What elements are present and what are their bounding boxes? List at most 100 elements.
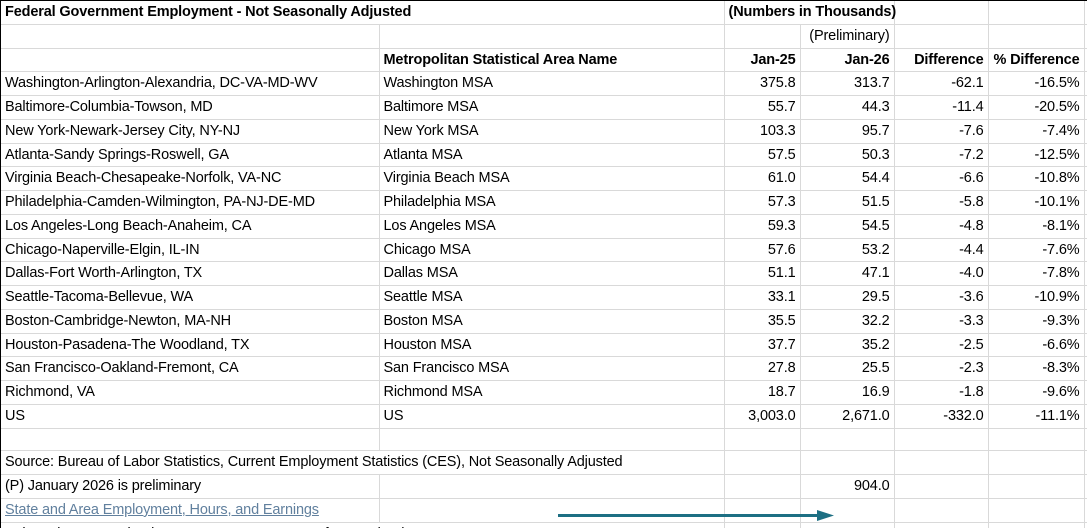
jan26-cell[interactable]: 2,671.0	[800, 404, 895, 429]
cell-empty[interactable]	[1084, 119, 1087, 144]
jan26-cell[interactable]: 54.5	[800, 214, 895, 239]
cell-empty[interactable]	[1084, 522, 1087, 528]
jan26-cell[interactable]: 54.4	[800, 166, 895, 191]
cell-empty[interactable]	[894, 474, 989, 499]
cell-empty[interactable]	[894, 428, 989, 452]
cell-empty[interactable]	[724, 498, 801, 523]
jan26-cell[interactable]: 53.2	[800, 238, 895, 263]
difference-cell[interactable]: -4.4	[894, 238, 989, 263]
difference-cell[interactable]: -5.8	[894, 190, 989, 215]
cell-empty[interactable]	[724, 522, 801, 528]
area-cell[interactable]: Seattle-Tacoma-Bellevue, WA	[1, 285, 380, 310]
jan25-cell[interactable]: 59.3	[724, 214, 801, 239]
jan26-cell[interactable]: 51.5	[800, 190, 895, 215]
msa-cell[interactable]: Virginia Beach MSA	[379, 166, 725, 191]
cell-empty[interactable]	[800, 498, 895, 523]
difference-cell[interactable]: -2.3	[894, 356, 989, 381]
cell-empty[interactable]	[1084, 380, 1087, 405]
cell-empty[interactable]	[894, 522, 989, 528]
area-cell[interactable]: Dallas-Fort Worth-Arlington, TX	[1, 261, 380, 286]
cell-empty[interactable]	[379, 24, 725, 49]
pct-difference-cell[interactable]: -11.1%	[988, 404, 1085, 429]
msa-cell[interactable]: Philadelphia MSA	[379, 190, 725, 215]
msa-cell[interactable]: Atlanta MSA	[379, 143, 725, 168]
difference-cell[interactable]: -4.8	[894, 214, 989, 239]
cell-empty[interactable]	[1084, 238, 1087, 263]
selected-pct-label[interactable]: Selected MSAs Federal Government Percent…	[1, 522, 725, 528]
area-cell[interactable]: Richmond, VA	[1, 380, 380, 405]
jan25-cell[interactable]: 18.7	[724, 380, 801, 405]
difference-cell[interactable]: -4.0	[894, 261, 989, 286]
jan25-cell[interactable]: 35.5	[724, 309, 801, 334]
pct-difference-cell[interactable]: -10.9%	[988, 285, 1085, 310]
cell-empty[interactable]	[800, 428, 895, 452]
area-cell[interactable]: Los Angeles-Long Beach-Anaheim, CA	[1, 214, 380, 239]
jan26-cell[interactable]: 29.5	[800, 285, 895, 310]
msa-cell[interactable]: Chicago MSA	[379, 238, 725, 263]
cell-empty[interactable]	[1, 428, 380, 452]
cell-empty[interactable]	[1084, 428, 1087, 452]
jan26-cell[interactable]: 32.2	[800, 309, 895, 334]
preliminary-detail-note[interactable]: (P) January 2026 is preliminary	[1, 474, 380, 499]
area-cell[interactable]: Washington-Arlington-Alexandria, DC-VA-M…	[1, 71, 380, 96]
pct-difference-cell[interactable]: -7.8%	[988, 261, 1085, 286]
cell-empty[interactable]	[988, 1, 1085, 25]
jan26-cell[interactable]: 16.9	[800, 380, 895, 405]
cell-empty[interactable]	[1084, 285, 1087, 310]
jan26-cell[interactable]: 313.7	[800, 71, 895, 96]
cell-empty[interactable]	[1084, 356, 1087, 381]
pct-difference-cell[interactable]: -9.3%	[988, 309, 1085, 334]
difference-cell[interactable]: -7.2	[894, 143, 989, 168]
area-cell[interactable]: Boston-Cambridge-Newton, MA-NH	[1, 309, 380, 334]
units-note[interactable]: (Numbers in Thousands)	[724, 1, 896, 25]
jan26-cell[interactable]: 50.3	[800, 143, 895, 168]
cell-empty[interactable]	[894, 450, 989, 475]
cell-empty[interactable]	[724, 24, 801, 49]
cell-empty[interactable]	[1084, 309, 1087, 334]
header-msa-name[interactable]: Metropolitan Statistical Area Name	[379, 48, 725, 73]
cell-empty[interactable]	[988, 450, 1085, 475]
difference-cell[interactable]: -1.8	[894, 380, 989, 405]
cell-empty[interactable]	[724, 474, 801, 499]
jan26-cell[interactable]: 25.5	[800, 356, 895, 381]
jan25-cell[interactable]: 57.5	[724, 143, 801, 168]
header-jan26[interactable]: Jan-26	[800, 48, 895, 73]
jan26-cell[interactable]: 35.2	[800, 333, 895, 358]
jan26-cell[interactable]: 95.7	[800, 119, 895, 144]
difference-cell[interactable]: -11.4	[894, 95, 989, 120]
pct-difference-cell[interactable]: -10.8%	[988, 166, 1085, 191]
jan25-cell[interactable]: 57.6	[724, 238, 801, 263]
msa-cell[interactable]: San Francisco MSA	[379, 356, 725, 381]
jan25-cell[interactable]: 57.3	[724, 190, 801, 215]
cell-empty[interactable]	[1084, 48, 1087, 73]
cell-empty[interactable]	[988, 24, 1085, 49]
msa-cell[interactable]: Los Angeles MSA	[379, 214, 725, 239]
msa-cell[interactable]: US	[379, 404, 725, 429]
msa-cell[interactable]: Houston MSA	[379, 333, 725, 358]
pct-difference-cell[interactable]: -8.1%	[988, 214, 1085, 239]
cell-empty[interactable]	[379, 498, 725, 523]
pct-difference-cell[interactable]: -8.3%	[988, 356, 1085, 381]
area-cell[interactable]: Atlanta-Sandy Springs-Roswell, GA	[1, 143, 380, 168]
pct-difference-cell[interactable]: -7.4%	[988, 119, 1085, 144]
area-cell[interactable]: New York-Newark-Jersey City, NY-NJ	[1, 119, 380, 144]
jan25-cell[interactable]: 375.8	[724, 71, 801, 96]
preliminary-note[interactable]: (Preliminary)	[800, 24, 895, 49]
cell-empty[interactable]	[894, 1, 989, 25]
cell-empty[interactable]	[1084, 166, 1087, 191]
jan25-cell[interactable]: 27.8	[724, 356, 801, 381]
jan26-cell[interactable]: 47.1	[800, 261, 895, 286]
cell-empty[interactable]	[724, 428, 801, 452]
area-cell[interactable]: Houston-Pasadena-The Woodland, TX	[1, 333, 380, 358]
cell-empty[interactable]	[1084, 498, 1087, 523]
cell-empty[interactable]	[1084, 143, 1087, 168]
cell-empty[interactable]	[1, 24, 380, 49]
pct-difference-cell[interactable]: -16.5%	[988, 71, 1085, 96]
cell-empty[interactable]	[988, 498, 1085, 523]
difference-cell[interactable]: -62.1	[894, 71, 989, 96]
difference-cell[interactable]: -3.6	[894, 285, 989, 310]
cell-empty[interactable]	[1084, 404, 1087, 429]
pct-difference-cell[interactable]: -9.6%	[988, 380, 1085, 405]
header-difference[interactable]: Difference	[894, 48, 989, 73]
msa-cell[interactable]: Baltimore MSA	[379, 95, 725, 120]
